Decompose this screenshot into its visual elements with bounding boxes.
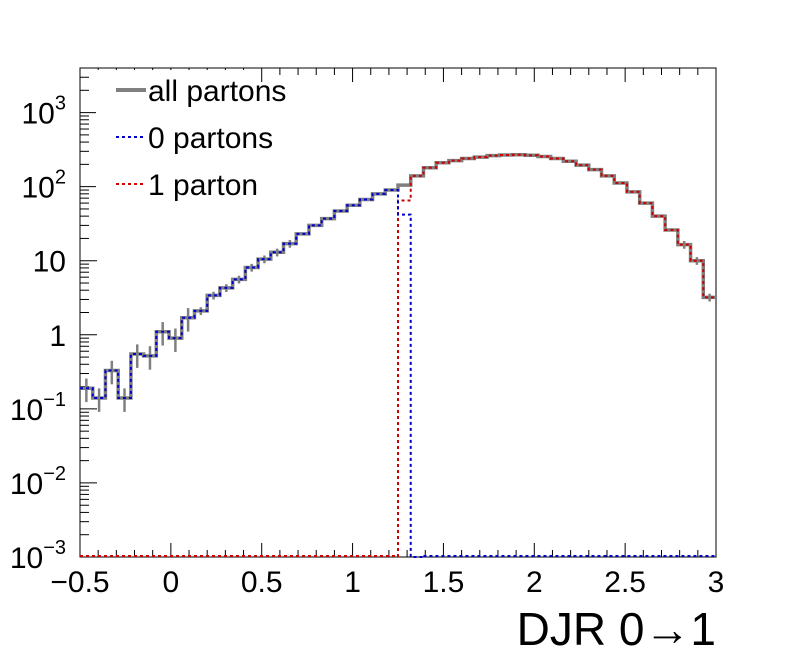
x-tick-label: 2 bbox=[526, 566, 543, 599]
legend-label: 1 parton bbox=[148, 169, 258, 202]
legend-label: 0 partons bbox=[148, 122, 273, 155]
y-tick-label: 10 bbox=[33, 246, 66, 279]
legend: all partons 0 partons 1 parton bbox=[96, 70, 286, 206]
x-tick-label: −0.5 bbox=[50, 566, 109, 599]
x-tick-label: 3 bbox=[708, 566, 725, 599]
x-tick-label: 2.5 bbox=[604, 566, 646, 599]
x-tick-label: 1 bbox=[344, 566, 361, 599]
y-tick-label: 1 bbox=[49, 320, 66, 353]
x-tick-label: 0 bbox=[163, 566, 180, 599]
djr-histogram-figure: −0.5 0 0.5 1 1.5 2 2.5 3 10−310−210−1110102103 … bbox=[0, 0, 796, 672]
legend-label: all partons bbox=[148, 75, 286, 108]
x-tick-label: 1.5 bbox=[423, 566, 465, 599]
x-tick-label: 0.5 bbox=[241, 566, 283, 599]
x-axis-title: DJR 0→1 bbox=[517, 603, 716, 655]
